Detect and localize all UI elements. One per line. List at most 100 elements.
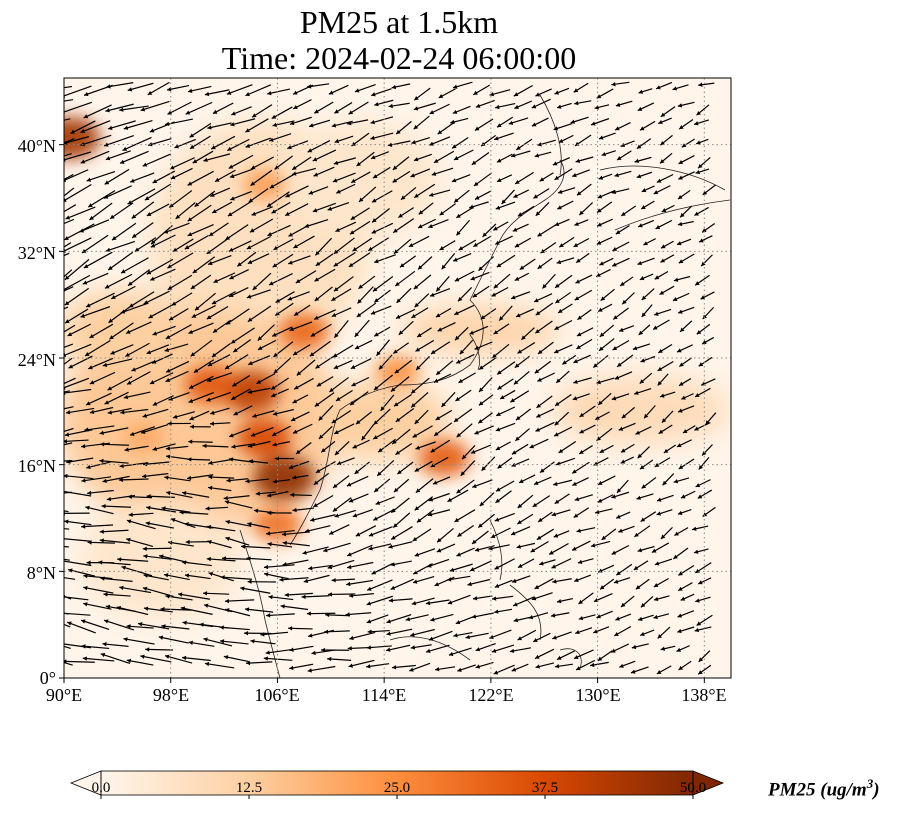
wind-arrow: [208, 458, 235, 465]
wind-arrow: [552, 157, 571, 166]
wind-arrow: [228, 457, 254, 463]
wind-arrow: [621, 406, 636, 419]
wind-arrow: [395, 407, 415, 423]
wind-arrow: [64, 519, 92, 526]
wind-arrow: [203, 153, 231, 163]
wind-arrow: [596, 236, 613, 245]
wind-arrow: [223, 495, 250, 501]
wind-arrow: [390, 560, 412, 567]
wind-arrow: [472, 479, 493, 489]
wind-arrow: [228, 287, 249, 298]
wind-arrow: [81, 476, 112, 483]
wind-arrow: [499, 389, 516, 400]
wind-arrow: [295, 442, 312, 455]
wind-arrow: [577, 558, 594, 565]
wind-arrow: [561, 354, 577, 365]
wind-arrow: [213, 272, 236, 284]
wind-arrow: [64, 623, 71, 628]
wind-arrow: [430, 341, 451, 355]
wind-arrow: [271, 201, 291, 214]
wind-arrow: [64, 357, 73, 366]
wind-arrow: [248, 459, 269, 464]
wind-arrow: [578, 614, 596, 621]
lon-tick-label-130e: 130°E: [575, 685, 621, 705]
wind-arrow: [493, 273, 511, 289]
wind-arrow: [579, 405, 596, 418]
wind-arrow: [255, 491, 276, 496]
wind-arrow: [554, 168, 573, 181]
wind-arrow: [514, 237, 532, 248]
wind-arrow: [517, 513, 534, 525]
wind-arrow: [496, 254, 516, 268]
wind-arrow: [611, 81, 630, 87]
wind-arrow: [478, 357, 496, 370]
wind-arrow: [245, 118, 269, 133]
colorbar-tick-37-5: 37.5: [531, 780, 559, 796]
wind-arrow: [82, 272, 109, 285]
wind-arrow: [328, 84, 349, 95]
wind-arrow: [597, 392, 612, 406]
wind-arrow: [124, 445, 149, 452]
wind-arrow: [131, 361, 154, 372]
wind-arrow: [149, 268, 176, 281]
wind-arrow: [370, 305, 392, 315]
wind-arrow: [496, 116, 514, 128]
wind-arrow: [308, 119, 331, 128]
wind-arrow: [104, 273, 133, 289]
wind-arrow: [639, 629, 655, 637]
wind-arrow: [366, 579, 393, 591]
wind-arrow: [355, 411, 373, 425]
wind-arrow: [633, 387, 652, 395]
wind-arrow: [325, 612, 351, 618]
wind-arrow: [634, 156, 652, 164]
wind-arrow: [471, 151, 490, 166]
wind-arrow: [229, 269, 249, 280]
wind-arrow: [698, 456, 710, 470]
wind-arrow: [677, 626, 695, 634]
wind-arrow: [266, 613, 295, 618]
wind-arrow: [535, 88, 552, 97]
wind-arrow: [165, 324, 192, 340]
wind-arrow: [137, 622, 170, 630]
wind-arrow: [348, 659, 375, 668]
wind-arrow: [537, 139, 556, 147]
wind-arrow: [620, 443, 635, 453]
wind-arrow: [273, 238, 294, 251]
wind-arrow: [189, 424, 211, 429]
wind-arrow: [230, 388, 251, 401]
axis-tick-marks: [59, 144, 705, 683]
wind-arrow: [429, 287, 451, 297]
wind-arrow: [123, 119, 153, 130]
wind-arrow: [64, 343, 74, 349]
wind-arrow: [394, 270, 416, 287]
wind-arrow: [110, 344, 134, 355]
wind-arrow: [103, 619, 135, 631]
wind-arrow: [677, 582, 693, 592]
wind-arrow: [394, 359, 413, 374]
wind-arrow: [160, 606, 192, 612]
wind-arrow: [578, 445, 593, 455]
wind-arrow: [193, 359, 215, 374]
wind-arrow: [103, 592, 131, 597]
wind-arrow: [374, 99, 394, 107]
wind-arrow: [266, 191, 290, 208]
wind-arrow: [677, 610, 695, 618]
wind-arrow: [231, 106, 252, 116]
wind-arrow: [659, 285, 675, 296]
wind-arrow: [336, 457, 355, 466]
wind-arrow: [312, 202, 336, 213]
wind-arrow: [535, 421, 555, 432]
wind-arrow: [194, 190, 216, 208]
wind-arrow: [99, 538, 131, 544]
wind-arrow: [181, 560, 212, 567]
wind-arrow: [413, 115, 430, 130]
wind-arrow: [143, 573, 169, 581]
wind-arrow: [510, 390, 530, 403]
wind-arrow: [681, 138, 696, 148]
wind-arrow: [611, 257, 630, 267]
wind-arrow: [106, 82, 134, 89]
wind-arrow: [331, 120, 353, 128]
wind-arrow: [378, 354, 393, 370]
wind-arrow: [537, 257, 553, 270]
wind-arrow: [226, 138, 250, 152]
